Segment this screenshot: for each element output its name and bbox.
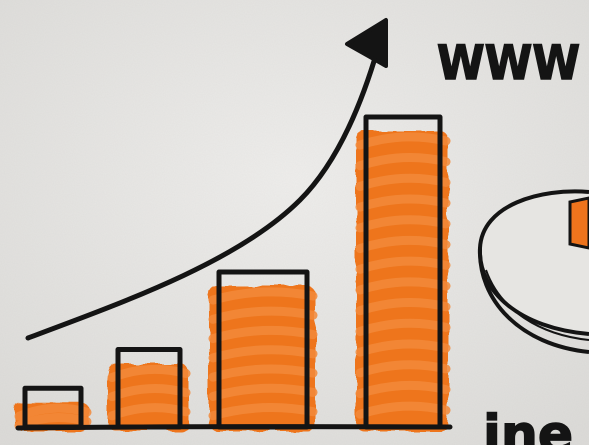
bar-scribble-4 bbox=[355, 132, 451, 150]
bar-scribble-4 bbox=[355, 318, 451, 336]
partial-word: ine bbox=[483, 405, 573, 445]
bar-scribble-3 bbox=[208, 345, 318, 363]
bar-scribble-4 bbox=[355, 298, 451, 316]
pie-chart-sketch bbox=[477, 189, 589, 354]
bar-scribble-3 bbox=[208, 306, 318, 324]
bar-group bbox=[14, 114, 451, 431]
bar-scribble-4 bbox=[355, 153, 451, 171]
www-label: WWW bbox=[437, 36, 580, 91]
bar-scribble-3 bbox=[208, 287, 318, 305]
bar-scribble-3 bbox=[208, 403, 318, 421]
bar-scribble-4 bbox=[355, 256, 451, 274]
bar-scribble-4 bbox=[355, 380, 451, 399]
pie-side-outline bbox=[477, 247, 589, 354]
chart-baseline bbox=[15, 424, 453, 431]
pie-side-hatch bbox=[485, 269, 589, 341]
bar-scribble-3 bbox=[208, 364, 318, 382]
bar-scribble-3 bbox=[208, 383, 318, 401]
bar-scribble-4 bbox=[355, 194, 451, 212]
bar-scribble-4 bbox=[355, 401, 451, 419]
bar-scribble-4 bbox=[355, 277, 451, 295]
bar-scribble-3 bbox=[208, 325, 318, 344]
bar-scribble-4 bbox=[355, 360, 451, 378]
trend-arrow-head-icon bbox=[345, 18, 388, 68]
bar-scribble-4 bbox=[355, 339, 451, 357]
bar-scribble-4 bbox=[355, 173, 451, 191]
bar-scribble-4 bbox=[355, 235, 451, 254]
bar-scribble-4 bbox=[355, 215, 451, 233]
pie-slice-orange bbox=[568, 196, 589, 250]
trend-arrow-line bbox=[25, 45, 381, 341]
